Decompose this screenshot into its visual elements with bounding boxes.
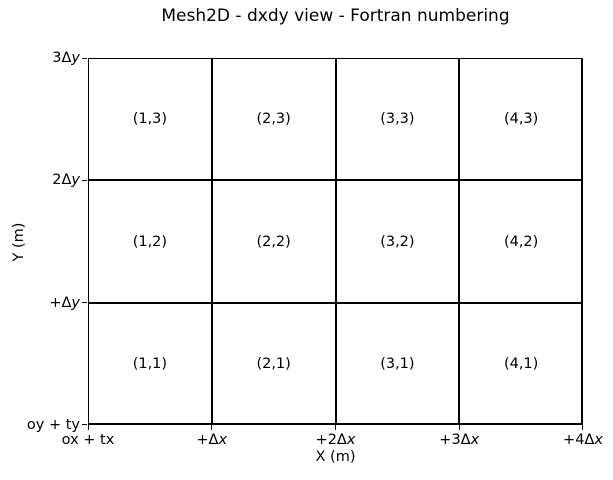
tick-label-text: oy + ty: [26, 417, 80, 433]
tick-label-text: +Δ: [196, 432, 219, 448]
tick-label-variable: x: [346, 432, 356, 448]
y-tick-mark: [82, 58, 87, 59]
x-tick-mark: [582, 425, 583, 430]
tick-label-text: +3Δ: [439, 432, 471, 448]
left-spine: [88, 58, 89, 425]
y-tick-mark: [82, 424, 87, 425]
mesh-line-horizontal: [88, 423, 583, 425]
y-tick-mark: [82, 302, 87, 304]
tick-label-variable: x: [594, 432, 603, 448]
tick-label-text: 2Δ: [52, 172, 72, 189]
x-tick-label: +2Δx: [276, 431, 396, 449]
y-axis-label: Y (m): [11, 222, 27, 262]
mesh-line-horizontal: [88, 301, 583, 304]
y-tick-label: oy + ty: [0, 416, 80, 434]
tick-label-variable: y: [71, 50, 80, 66]
plot-area: ox + tx +Δx +2Δx +3Δx +4Δx oy + ty +Δy 2Δy 3Δy (1…: [27, 50, 603, 448]
x-tick-label: +3Δx: [399, 431, 519, 449]
x-tick-label: ox + tx: [28, 431, 148, 449]
tick-label-variable: x: [470, 432, 480, 448]
tick-label-variable: y: [71, 172, 80, 189]
x-tick-mark: [458, 425, 460, 430]
mesh-line-horizontal: [88, 179, 583, 182]
x-tick-label: +4Δx: [523, 431, 613, 449]
mesh-line-vertical: [581, 58, 583, 425]
cell-label: (1,1): [132, 355, 168, 372]
x-tick-mark: [88, 425, 89, 430]
tick-label-text: +4Δ: [563, 432, 595, 448]
mesh-line-vertical: [334, 58, 337, 425]
cell-label: (2,1): [256, 355, 291, 372]
cell-label: (4,1): [503, 355, 539, 372]
x-tick-label: +Δx: [152, 431, 272, 449]
cell-label: (3,3): [380, 111, 415, 128]
cell-label: (2,3): [256, 111, 291, 128]
tick-label-text: +2Δ: [315, 432, 347, 448]
cell-label: (4,3): [503, 111, 539, 128]
y-tick-label: 3Δy: [0, 49, 80, 67]
y-tick-label: +Δy: [0, 294, 80, 312]
tick-label-text: +Δ: [49, 294, 72, 311]
figure-title: Mesh2D - dxdy view - Fortran numbering: [161, 6, 510, 26]
cell-label: (4,2): [503, 233, 539, 250]
cell-label: (3,1): [380, 355, 415, 372]
cell-label: (2,2): [256, 233, 291, 250]
cell-label: (1,3): [132, 111, 168, 128]
x-tick-mark: [335, 425, 336, 430]
tick-label-variable: y: [71, 294, 80, 311]
tick-label-variable: x: [218, 432, 228, 448]
y-tick-label: 2Δy: [0, 171, 80, 189]
tick-label-text: 3Δ: [52, 50, 72, 66]
tick-label-text: ox + tx: [61, 432, 115, 448]
cell-label: (3,2): [380, 233, 415, 250]
mesh-line-vertical: [210, 58, 213, 425]
x-axis-label: X (m): [315, 449, 356, 465]
y-tick-mark: [82, 179, 87, 181]
mesh-line-vertical: [458, 58, 461, 425]
x-tick-mark: [211, 425, 213, 430]
cell-label: (1,2): [132, 233, 168, 250]
